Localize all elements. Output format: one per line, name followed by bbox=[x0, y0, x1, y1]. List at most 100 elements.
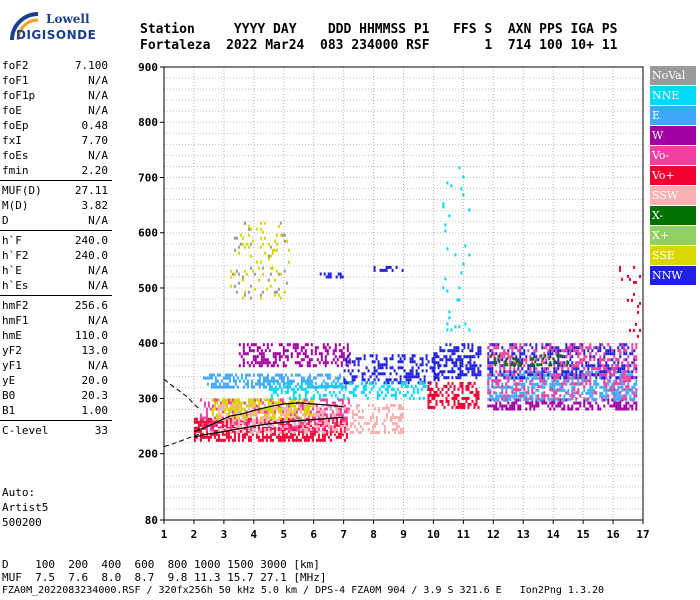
echo-point bbox=[251, 431, 254, 434]
echo-point bbox=[305, 438, 308, 442]
param-row: h`F 240.0 bbox=[0, 233, 112, 248]
echo-point bbox=[294, 390, 297, 394]
echo-point bbox=[270, 387, 273, 391]
echo-point bbox=[563, 370, 566, 374]
auto-line2: Artist5 bbox=[2, 501, 49, 514]
echo-point bbox=[493, 385, 496, 389]
echo-point bbox=[595, 391, 598, 395]
param-row: MUF(D) 27.11 bbox=[0, 183, 112, 198]
echo-point bbox=[549, 401, 552, 405]
echo-point bbox=[449, 343, 452, 347]
echo-point bbox=[373, 431, 376, 434]
echo-point bbox=[310, 352, 313, 356]
echo-point bbox=[260, 373, 263, 377]
echo-point bbox=[294, 361, 297, 365]
echo-point bbox=[499, 370, 502, 374]
echo-point bbox=[241, 413, 244, 417]
echo-point bbox=[509, 343, 512, 347]
echo-point bbox=[563, 407, 566, 411]
echo-point bbox=[252, 385, 255, 389]
echo-point bbox=[266, 358, 269, 362]
echo-point bbox=[501, 364, 504, 368]
echo-point bbox=[455, 376, 458, 380]
echo-point bbox=[571, 373, 574, 377]
echo-point bbox=[461, 396, 464, 400]
echo-point bbox=[453, 349, 456, 353]
echo-point bbox=[529, 382, 532, 386]
echo-point bbox=[249, 242, 252, 246]
echo-point bbox=[259, 260, 262, 264]
echo-point bbox=[332, 390, 335, 394]
echo-point bbox=[195, 417, 198, 421]
echo-point bbox=[283, 401, 286, 405]
echo-point bbox=[213, 435, 216, 439]
echo-point bbox=[581, 376, 584, 380]
echo-point bbox=[415, 369, 418, 373]
echo-point bbox=[627, 298, 629, 302]
echo-point bbox=[241, 275, 244, 279]
echo-point bbox=[316, 358, 319, 362]
echo-point bbox=[619, 385, 622, 389]
echo-point bbox=[593, 388, 596, 392]
echo-point bbox=[494, 363, 497, 367]
echo-point bbox=[515, 398, 518, 402]
echo-point bbox=[557, 397, 560, 401]
echo-point bbox=[420, 387, 423, 391]
echo-point bbox=[581, 364, 584, 368]
echo-point bbox=[621, 376, 624, 380]
echo-point bbox=[286, 390, 289, 394]
echo-point bbox=[625, 385, 628, 389]
echo-point bbox=[445, 343, 448, 347]
echo-point bbox=[579, 376, 582, 380]
echo-point bbox=[513, 379, 516, 383]
echo-point bbox=[401, 360, 404, 364]
echo-point bbox=[327, 422, 330, 425]
footer-muf-row: MUF 7.5 7.6 8.0 8.7 9.8 11.3 15.7 27.1 [… bbox=[2, 571, 327, 584]
echo-point bbox=[324, 349, 327, 353]
echo-point bbox=[283, 416, 286, 419]
echo-point bbox=[633, 265, 635, 269]
echo-point bbox=[394, 390, 397, 394]
echo-point bbox=[293, 416, 296, 419]
echo-point bbox=[471, 355, 474, 359]
echo-point bbox=[254, 361, 257, 365]
echo-point bbox=[250, 361, 253, 365]
echo-point bbox=[237, 428, 240, 431]
echo-point bbox=[305, 404, 308, 408]
echo-point bbox=[457, 349, 460, 353]
echo-point bbox=[217, 438, 220, 442]
echo-point bbox=[503, 394, 506, 398]
echo-point bbox=[469, 355, 472, 359]
echo-point bbox=[535, 404, 538, 408]
echo-point bbox=[283, 269, 286, 273]
echo-point bbox=[207, 401, 210, 405]
echo-point bbox=[253, 404, 256, 408]
echo-point bbox=[517, 398, 520, 402]
echo-point bbox=[454, 325, 457, 329]
echo-point bbox=[274, 358, 277, 362]
echo-point bbox=[519, 346, 522, 350]
echo-point bbox=[565, 379, 568, 383]
echo-point bbox=[337, 413, 340, 417]
echo-point bbox=[457, 376, 460, 380]
echo-point bbox=[517, 388, 520, 392]
echo-point bbox=[259, 296, 262, 300]
echo-point bbox=[308, 382, 311, 386]
echo-point bbox=[339, 398, 342, 402]
echo-point bbox=[501, 355, 504, 359]
echo-point bbox=[489, 398, 492, 402]
echo-point bbox=[346, 396, 349, 400]
echo-point bbox=[433, 376, 436, 380]
echo-point bbox=[477, 373, 480, 377]
dashed-curve bbox=[163, 433, 201, 447]
echo-point bbox=[355, 428, 358, 431]
echo-point bbox=[633, 391, 636, 395]
echo-point bbox=[307, 413, 310, 417]
echo-point bbox=[489, 391, 492, 395]
echo-point bbox=[509, 404, 512, 408]
echo-point bbox=[305, 407, 308, 411]
echo-point bbox=[420, 381, 423, 385]
echo-point bbox=[617, 361, 620, 365]
echo-point bbox=[325, 413, 328, 417]
echo-point bbox=[289, 423, 292, 427]
